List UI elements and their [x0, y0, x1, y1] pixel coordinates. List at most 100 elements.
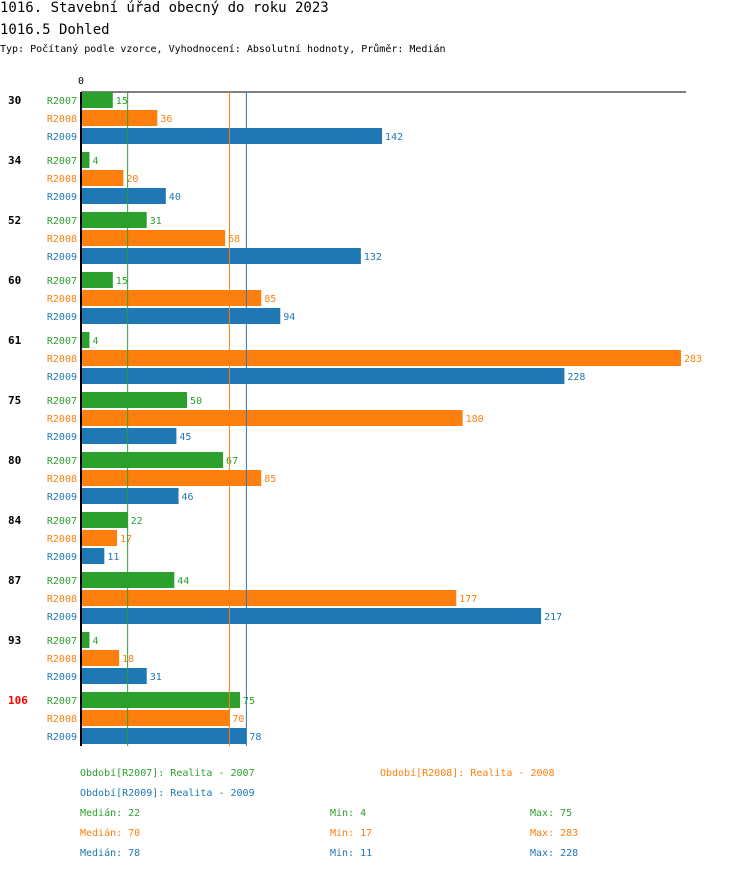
bar-84-r2009	[81, 548, 105, 564]
data-label-75-r2007: 50	[190, 396, 202, 407]
data-label-106-r2009: 78	[249, 732, 261, 743]
stat-max-r2008: Max: 283	[530, 828, 579, 839]
stat-min-r2007: Min: 4	[330, 808, 367, 819]
bar-34-r2007	[81, 152, 90, 168]
page-title: 1016. Stavební úřad obecný do roku 2023	[0, 0, 329, 16]
bar-30-r2009	[81, 128, 383, 144]
bar-75-r2007	[81, 392, 188, 408]
data-label-106-r2007: 75	[243, 696, 255, 707]
data-label-84-r2009: 11	[107, 552, 119, 563]
series-label-r2007: R2007	[47, 516, 77, 527]
bar-106-r2008	[81, 710, 230, 726]
series-label-r2007: R2007	[47, 156, 77, 167]
series-label-r2008: R2008	[47, 714, 77, 725]
bar-61-r2009	[81, 368, 565, 384]
stat-max-r2009: Max: 228	[530, 848, 579, 859]
data-label-84-r2007: 22	[131, 516, 143, 527]
series-label-r2008: R2008	[47, 414, 77, 425]
data-label-75-r2008: 180	[466, 414, 484, 425]
bar-87-r2009	[81, 608, 542, 624]
series-label-r2009: R2009	[47, 552, 77, 563]
series-label-r2009: R2009	[47, 732, 77, 743]
data-label-34-r2009: 40	[169, 192, 181, 203]
axis-zero-label: 0	[78, 76, 84, 87]
stat-min-r2008: Min: 17	[330, 828, 373, 839]
data-label-93-r2009: 31	[150, 672, 162, 683]
data-label-87-r2007: 44	[177, 576, 189, 587]
stat-min-r2009: Min: 11	[330, 848, 373, 859]
series-label-r2008: R2008	[47, 594, 77, 605]
series-label-r2008: R2008	[47, 174, 77, 185]
bar-52-r2007	[81, 212, 147, 228]
data-label-80-r2007: 67	[226, 456, 238, 467]
data-label-60-r2008: 85	[264, 294, 276, 305]
stat-median-r2009: Medián: 78	[80, 848, 141, 859]
legend-period-r2007: Období[R2007]: Realita - 2007	[80, 768, 255, 779]
category-label-52: 52	[8, 214, 21, 227]
bar-106-r2007	[81, 692, 241, 708]
bar-30-r2008	[81, 110, 158, 126]
bar-93-r2007	[81, 632, 90, 648]
bar-61-r2008	[81, 350, 681, 366]
bar-93-r2009	[81, 668, 147, 684]
data-label-93-r2007: 4	[92, 636, 98, 647]
bar-75-r2008	[81, 410, 463, 426]
data-label-80-r2009: 46	[182, 492, 194, 503]
bar-52-r2008	[81, 230, 226, 246]
data-label-87-r2009: 217	[544, 612, 562, 623]
data-label-61-r2009: 228	[567, 372, 585, 383]
data-label-34-r2007: 4	[92, 156, 98, 167]
category-label-30: 30	[8, 94, 21, 107]
data-label-30-r2008: 36	[160, 114, 172, 125]
series-label-r2007: R2007	[47, 456, 77, 467]
category-label-84: 84	[8, 514, 22, 527]
bar-87-r2008	[81, 590, 457, 606]
bar-75-r2009	[81, 428, 177, 444]
bar-84-r2007	[81, 512, 128, 528]
data-label-60-r2007: 15	[116, 276, 128, 287]
series-label-r2008: R2008	[47, 114, 77, 125]
legend-period-r2008: Období[R2008]: Realita - 2008	[380, 768, 555, 779]
category-label-87: 87	[8, 574, 21, 587]
data-label-60-r2009: 94	[283, 312, 295, 323]
data-label-80-r2008: 85	[264, 474, 276, 485]
series-label-r2008: R2008	[47, 534, 77, 545]
stat-median-r2008: Medián: 70	[80, 828, 141, 839]
bar-34-r2009	[81, 188, 166, 204]
bar-80-r2008	[81, 470, 262, 486]
bar-80-r2009	[81, 488, 179, 504]
series-label-r2009: R2009	[47, 192, 77, 203]
bar-80-r2007	[81, 452, 224, 468]
series-label-r2009: R2009	[47, 432, 77, 443]
bar-60-r2009	[81, 308, 281, 324]
series-label-r2007: R2007	[47, 216, 77, 227]
data-label-30-r2007: 15	[116, 96, 128, 107]
data-label-34-r2008: 20	[126, 174, 138, 185]
chart-description: Typ: Počítaný podle vzorce, Vyhodnocení:…	[0, 44, 446, 55]
data-label-61-r2008: 283	[684, 354, 702, 365]
data-label-61-r2007: 4	[92, 336, 98, 347]
series-label-r2009: R2009	[47, 312, 77, 323]
data-label-30-r2009: 142	[385, 132, 403, 143]
series-label-r2009: R2009	[47, 372, 77, 383]
series-label-r2007: R2007	[47, 696, 77, 707]
series-label-r2008: R2008	[47, 654, 77, 665]
category-label-61: 61	[8, 334, 22, 347]
series-label-r2008: R2008	[47, 234, 77, 245]
data-label-84-r2008: 17	[120, 534, 132, 545]
series-label-r2007: R2007	[47, 96, 77, 107]
category-label-106: 106	[8, 694, 28, 707]
stat-max-r2007: Max: 75	[530, 808, 573, 819]
bar-30-r2007	[81, 92, 113, 108]
series-label-r2007: R2007	[47, 336, 77, 347]
category-label-80: 80	[8, 454, 21, 467]
stat-median-r2007: Medián: 22	[80, 808, 141, 819]
bar-34-r2008	[81, 170, 124, 186]
bar-106-r2009	[81, 728, 247, 744]
category-label-60: 60	[8, 274, 21, 287]
data-label-52-r2008: 68	[228, 234, 240, 245]
data-label-106-r2008: 70	[232, 714, 244, 725]
bar-60-r2007	[81, 272, 113, 288]
data-label-93-r2008: 18	[122, 654, 134, 665]
